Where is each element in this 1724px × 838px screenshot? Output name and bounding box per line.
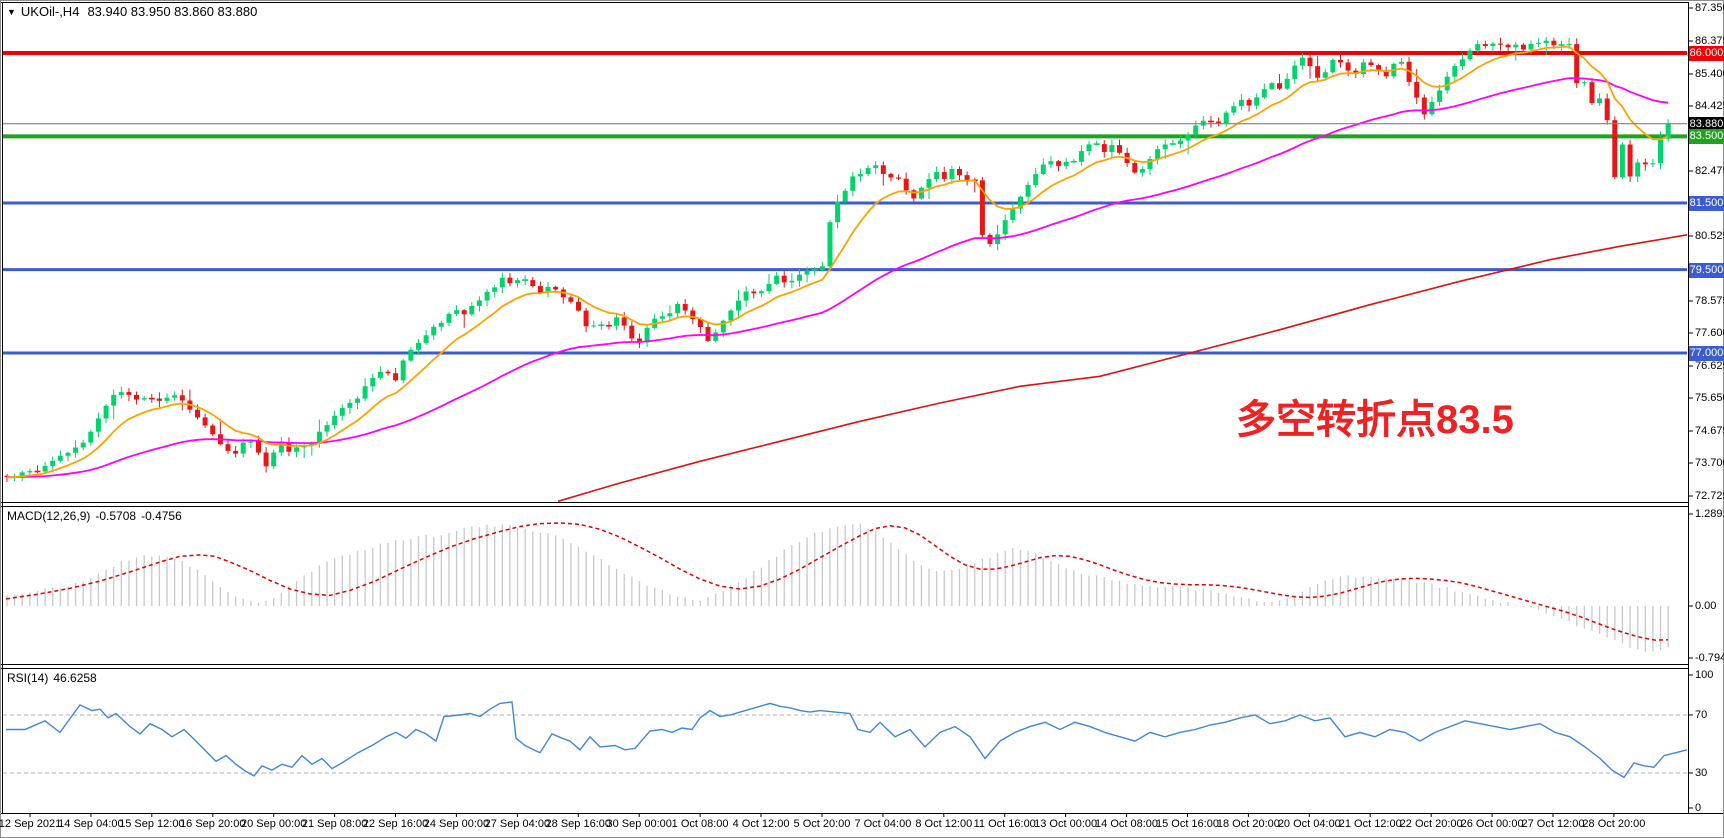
price-axis-label: 87.350 [1695,2,1724,14]
chart-title: ▼ UKOil-,H4 83.940 83.950 83.860 83.880 [7,4,257,19]
time-axis-label: 5 Oct 20:00 [793,818,851,830]
time-axis-label: 26 Oct 00:00 [1460,818,1524,830]
time-axis-label: 18 Oct 20:00 [1216,818,1280,830]
macd-indicator-label: MACD(12,26,9) -0.5708 -0.4756 [7,509,187,523]
time-axis-label: 11 Oct 16:00 [973,818,1036,830]
rsi-indicator-label: RSI(14) 46.6258 [7,671,102,685]
chart-annotation-text[interactable]: 多空转折点83.5 [1236,398,1514,442]
price-axis-label: 86.375 [1695,35,1724,47]
rsi-axis-label: 0 [1695,802,1702,814]
rsi-axis-label: 30 [1695,767,1708,779]
price-axis-label: 85.400 [1695,68,1724,80]
symbol-timeframe-label: UKOil-,H4 [20,4,80,19]
time-axis-label: 13 Oct 00:00 [1034,818,1098,830]
time-axis-label: 14 Oct 08:00 [1095,818,1159,830]
chevron-down-icon[interactable]: ▼ [7,7,16,17]
time-axis-label: 4 Oct 12:00 [732,818,790,830]
time-axis-label: 24 Sep 00:00 [423,818,490,830]
price-level-badge: 79.500 [1689,262,1724,278]
time-axis-label: 12 Sep 2021 [0,818,62,830]
time-axis-label: 20 Oct 04:00 [1277,818,1341,830]
time-axis-label: 30 Sep 00:00 [606,818,672,830]
time-axis-label: 28 Sep 16:00 [545,818,611,830]
price-axis-label: 75.650 [1695,392,1724,404]
macd-name: MACD(12,26,9) [7,509,91,523]
price-level-badge: 83.880 [1689,116,1724,132]
time-axis-label: 20 Sep 00:00 [240,818,307,830]
time-axis-label: 27 Sep 04:00 [484,818,551,830]
time-axis-label: 1 Oct 08:00 [671,818,729,830]
ohlc-values: 83.940 83.950 83.860 83.880 [87,4,258,19]
rsi-axis-label: 70 [1695,709,1708,721]
price-axis-label: 78.575 [1695,295,1724,307]
time-axis-label: 15 Sep 12:00 [119,818,185,830]
price-level-badge: 77.000 [1689,345,1724,361]
rsi-value: 46.6258 [53,671,97,685]
price-axis-label: 73.700 [1695,457,1724,469]
macd-signal-value: -0.4756 [141,509,182,523]
time-axis-label: 22 Sep 16:00 [362,818,429,830]
time-axis-label: 15 Oct 16:00 [1155,818,1219,830]
time-axis-label: 14 Sep 04:00 [58,818,124,830]
price-axis-label: 72.725 [1695,490,1724,502]
price-axis-label: 80.525 [1695,230,1724,242]
time-axis-label: 21 Oct 12:00 [1338,818,1402,830]
price-level-badge: 83.500 [1689,128,1724,144]
price-axis-label: 82.475 [1695,165,1724,177]
macd-axis-label: 1.2891 [1695,508,1724,520]
macd-value: -0.5708 [95,509,137,523]
price-axis-label: 77.600 [1695,327,1724,339]
price-level-badge: 81.500 [1689,195,1724,211]
price-axis-label: 74.675 [1695,425,1724,437]
macd-axis-label: 0.00 [1695,600,1717,612]
time-axis-label: 21 Sep 08:00 [301,818,368,830]
time-axis-label: 16 Sep 20:00 [180,818,246,830]
time-axis-label: 27 Oct 12:00 [1521,818,1585,830]
price-level-badge: 86.000 [1689,45,1724,61]
price-axis-label: 84.425 [1695,100,1724,112]
rsi-name: RSI(14) [7,671,49,685]
rsi-axis-label: 100 [1695,669,1714,681]
time-axis-label: 7 Oct 04:00 [854,818,912,830]
time-axis-label: 28 Oct 20:00 [1582,818,1646,830]
time-axis-label: 8 Oct 12:00 [915,818,973,830]
time-axis-label: 22 Oct 20:00 [1399,818,1463,830]
price-axis-label: 76.625 [1695,360,1724,372]
